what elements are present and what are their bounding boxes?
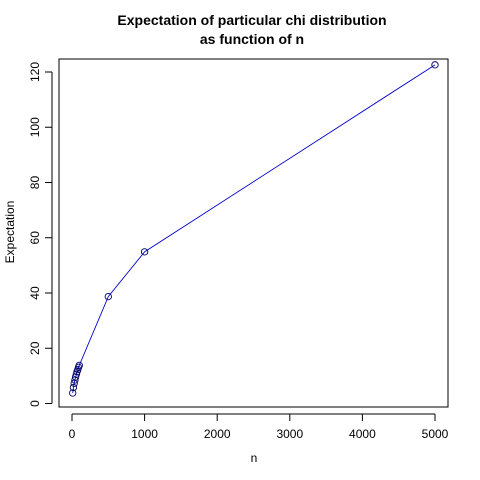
- x-tick-label-2000: 2000: [204, 427, 231, 441]
- data-point: [140, 248, 149, 256]
- y-axis-label: Expectation: [3, 201, 17, 264]
- y-tick-label-20: 20: [28, 341, 42, 355]
- x-tick-label-3000: 3000: [276, 427, 303, 441]
- x-tick-label-5000: 5000: [422, 427, 449, 441]
- y-tick-label-100: 100: [28, 117, 42, 137]
- chart-title-line-1: Expectation of particular chi distributi…: [117, 12, 386, 28]
- chart-title-line-2: as function of n: [200, 31, 304, 47]
- y-tick-label-0: 0: [28, 400, 42, 407]
- x-tick-label-0: 0: [69, 427, 76, 441]
- y-tick-label-120: 120: [28, 62, 42, 82]
- chart-title: Expectation of particular chi distributi…: [117, 12, 386, 47]
- data-point: [69, 383, 78, 392]
- y-axis: 0 20 40 60 80 100 120: [28, 62, 53, 407]
- x-axis: 0 1000 2000 3000 4000 5000: [69, 413, 449, 441]
- data-point: [104, 292, 112, 301]
- data-point: [75, 361, 83, 370]
- y-tick-label-80: 80: [28, 176, 42, 190]
- data-point: [71, 373, 80, 381]
- y-tick-label-60: 60: [28, 231, 42, 245]
- x-tick-label-4000: 4000: [349, 427, 376, 441]
- x-tick-label-1000: 1000: [131, 427, 158, 441]
- x-axis-label: n: [251, 451, 258, 465]
- plot-area-border: [58, 58, 449, 408]
- data-point: [69, 389, 77, 397]
- series-group: [69, 61, 439, 397]
- y-tick-label-40: 40: [28, 286, 42, 300]
- data-point: [431, 61, 439, 69]
